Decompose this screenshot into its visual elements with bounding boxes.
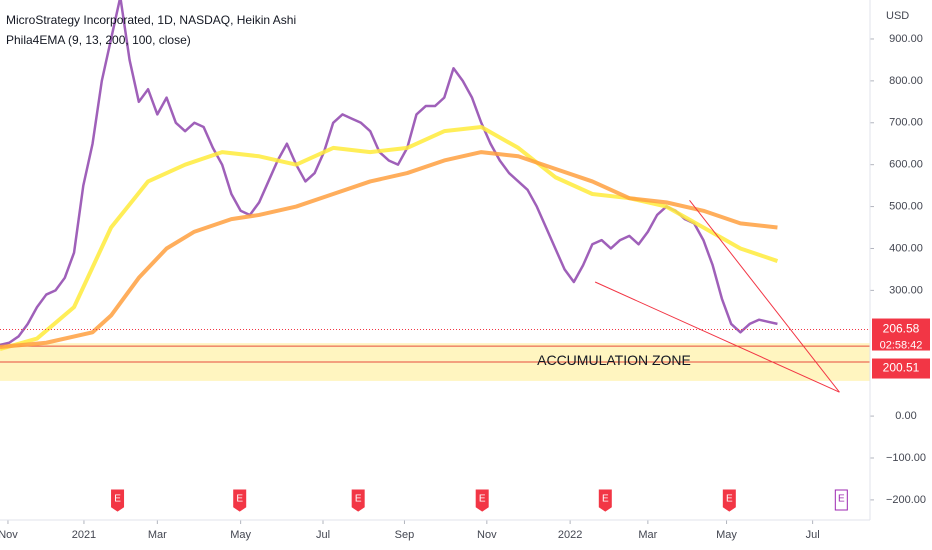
earnings-icon bbox=[111, 489, 125, 512]
chart-title: MicroStrategy Incorporated, 1D, NASDAQ, … bbox=[6, 13, 296, 27]
earnings-label: E bbox=[602, 494, 609, 505]
earnings-label: E bbox=[114, 494, 121, 505]
earnings-marker[interactable]: E bbox=[233, 489, 247, 512]
earnings-marker[interactable]: E bbox=[834, 489, 848, 511]
x-tick-label: May bbox=[230, 529, 251, 541]
price-badge bbox=[872, 318, 930, 351]
ema-line bbox=[0, 124, 779, 351]
y-tick-label: 900.00 bbox=[889, 33, 923, 45]
x-tick-label: Jul bbox=[806, 529, 820, 541]
x-tick-label: Jul bbox=[316, 529, 330, 541]
y-tick-label: 600.00 bbox=[889, 159, 923, 171]
y-tick-label: 400.00 bbox=[889, 242, 923, 254]
earnings-marker[interactable]: E bbox=[351, 489, 365, 512]
ema-line bbox=[0, 0, 778, 347]
earnings-icon bbox=[598, 489, 612, 512]
currency: USD bbox=[886, 10, 909, 22]
earnings-label: E bbox=[236, 494, 243, 505]
ema-line bbox=[0, 150, 778, 349]
earnings-icon bbox=[351, 489, 365, 512]
earnings-marker[interactable]: E bbox=[111, 489, 125, 512]
earnings-icon bbox=[233, 489, 247, 512]
countdown: 02:58:42 bbox=[880, 339, 923, 351]
x-tick-label: May bbox=[716, 529, 737, 541]
y-tick-label: −200.00 bbox=[886, 494, 926, 506]
earnings-label: E bbox=[838, 494, 845, 505]
x-tick-label: 2021 bbox=[72, 529, 96, 541]
last-price: 206.58 bbox=[883, 322, 920, 336]
ema-value: 200.51 bbox=[883, 361, 920, 375]
x-tick-label: Nov bbox=[0, 529, 18, 541]
earnings-label: E bbox=[355, 494, 362, 505]
trendline bbox=[689, 199, 840, 393]
earnings-marker[interactable]: E bbox=[722, 489, 736, 512]
x-tick-label: Sep bbox=[395, 529, 415, 541]
earnings-label: E bbox=[479, 494, 486, 505]
x-tick-label: Mar bbox=[148, 529, 167, 541]
y-tick-label: −100.00 bbox=[886, 452, 926, 464]
zone-label: ACCUMULATION ZONE bbox=[537, 352, 691, 368]
indicator-label: Phila4EMA (9, 13, 200, 100, close) bbox=[6, 33, 191, 47]
x-tick-label: Nov bbox=[477, 529, 497, 541]
y-tick-label: 700.00 bbox=[889, 117, 923, 129]
y-tick-label: 0.00 bbox=[895, 410, 916, 422]
earnings-icon bbox=[834, 489, 848, 511]
earnings-marker[interactable]: E bbox=[598, 489, 612, 512]
earnings-icon bbox=[475, 489, 489, 512]
earnings-marker[interactable]: E bbox=[475, 489, 489, 512]
x-tick-label: Mar bbox=[638, 529, 657, 541]
trendline bbox=[594, 281, 840, 393]
x-tick-label: 2022 bbox=[558, 529, 582, 541]
y-tick-label: 300.00 bbox=[889, 284, 923, 296]
earnings-label: E bbox=[726, 494, 733, 505]
y-tick-label: 500.00 bbox=[889, 200, 923, 212]
earnings-icon bbox=[722, 489, 736, 512]
plot-area: ACCUMULATION ZONE bbox=[0, 0, 870, 393]
ema-badge bbox=[872, 358, 930, 379]
y-tick-label: 800.00 bbox=[889, 75, 923, 87]
